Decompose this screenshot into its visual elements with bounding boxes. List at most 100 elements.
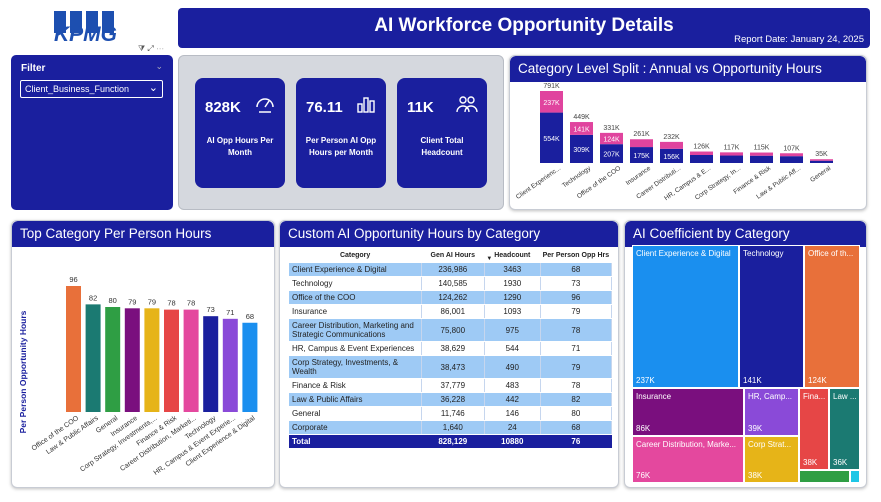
table-row[interactable]: Career Distribution, Marketing and Strat… xyxy=(289,318,613,342)
top-bar[interactable] xyxy=(164,309,179,412)
treemap-tile[interactable]: Career Distribution, Marke... 76K xyxy=(632,436,744,483)
cell-headcount: 1290 xyxy=(484,290,541,305)
split-bar-annual[interactable] xyxy=(660,141,683,149)
tile-label: Corp Strat... xyxy=(748,440,792,449)
top-bar[interactable] xyxy=(203,316,219,412)
top-bar[interactable] xyxy=(222,318,238,412)
split-bar-annual[interactable] xyxy=(600,132,623,145)
cell-category: Career Distribution, Marketing and Strat… xyxy=(289,318,422,342)
split-bar-opportunity[interactable] xyxy=(810,160,833,163)
split-category-label: General xyxy=(809,165,832,184)
kpi-per-person: 76.11 Per Person AI Opp Hours per Month xyxy=(296,78,386,188)
split-bar-opportunity[interactable] xyxy=(690,154,713,163)
table-row[interactable]: Law & Public Affairs 36,228 442 82 xyxy=(289,392,613,407)
top-bar[interactable] xyxy=(144,308,160,412)
split-bar-opportunity[interactable] xyxy=(780,156,803,163)
split-bar-annual[interactable] xyxy=(540,91,563,113)
cell-category: Office of the COO xyxy=(289,290,422,305)
filter-dropdown[interactable]: Client_Business_Function ⌄ xyxy=(20,80,163,98)
split-bar-annual[interactable] xyxy=(780,153,803,157)
report-date: Report Date: January 24, 2025 xyxy=(734,34,864,45)
treemap-tile[interactable]: Law ... 36K xyxy=(829,388,860,470)
top-bar[interactable] xyxy=(66,286,81,412)
top-bar[interactable] xyxy=(242,322,258,412)
split-bar-annual[interactable] xyxy=(720,152,743,156)
kpi-label: AI Opp Hours Per Month xyxy=(206,136,274,157)
top-bar[interactable] xyxy=(105,307,121,412)
tile-value: 76K xyxy=(636,471,651,480)
treemap-tile[interactable]: HR, Camp... 39K xyxy=(744,388,799,436)
table-row[interactable]: Technology 140,585 1930 73 xyxy=(289,276,613,291)
split-total-label: 117K xyxy=(724,144,740,151)
kpi-headcount: 11K Client Total Headcount xyxy=(397,78,487,188)
treemap-tile[interactable] xyxy=(799,470,850,483)
col-headcount[interactable]: Headcount ▼ xyxy=(484,247,540,263)
cell-per-person: 73 xyxy=(540,276,613,291)
cell-headcount: 442 xyxy=(484,392,541,407)
treemap-tile[interactable]: Fina... 38K xyxy=(799,388,829,470)
custom-table-title: Custom AI Opportunity Hours by Category xyxy=(280,221,618,247)
split-bar-opportunity[interactable] xyxy=(600,144,623,163)
header-banner: AI Workforce Opportunity Details Report … xyxy=(178,8,870,48)
visual-icons[interactable]: ⧩ ⤢ ⋯ xyxy=(138,44,164,53)
chevron-down-icon[interactable]: ⌄ xyxy=(155,61,163,71)
cell-per-person: 71 xyxy=(540,341,613,356)
split-bar-annual[interactable] xyxy=(690,151,713,155)
top-bar[interactable] xyxy=(85,304,101,412)
treemap-tile[interactable]: Office of th... 124K xyxy=(804,245,860,388)
top-bar[interactable] xyxy=(183,309,199,412)
split-bar-opportunity[interactable] xyxy=(540,112,563,163)
table-row[interactable]: Client Experience & Digital 236,986 3463 68 xyxy=(289,263,613,277)
split-bar-opportunity[interactable] xyxy=(660,148,683,163)
split-bar-opportunity[interactable] xyxy=(570,134,593,163)
split-bar-annual[interactable] xyxy=(810,159,833,161)
col-category[interactable]: Category xyxy=(339,251,371,259)
cell-gen-ai-hours: 38,629 xyxy=(421,341,485,356)
split-bar-annual[interactable] xyxy=(630,139,653,148)
col-gen-ai-hours[interactable]: Gen AI Hours xyxy=(430,251,476,259)
col-per-person[interactable]: Per Person Opp Hrs xyxy=(542,251,610,259)
cell-headcount: 975 xyxy=(484,318,541,342)
table-row[interactable]: Insurance 86,001 1093 79 xyxy=(289,304,613,319)
tile-value: 237K xyxy=(636,376,655,385)
tile-value: 86K xyxy=(636,424,651,433)
split-bar-opportunity[interactable] xyxy=(630,147,653,163)
split-bar-annual[interactable] xyxy=(570,122,593,135)
kpi-value: 76.11 xyxy=(306,99,343,116)
treemap-tile[interactable]: Technology 141K xyxy=(739,245,804,388)
cell-gen-ai-hours: 124,262 xyxy=(421,290,485,305)
cell-headcount: 544 xyxy=(484,341,541,356)
cell-category: HR, Campus & Event Experiences xyxy=(289,341,422,356)
table-row[interactable]: Office of the COO 124,262 1290 96 xyxy=(289,290,613,305)
cell-category: Law & Public Affairs xyxy=(289,392,422,407)
split-bar-label: 237K xyxy=(543,100,560,107)
treemap-tile[interactable] xyxy=(850,470,860,483)
tile-label: Technology xyxy=(743,249,784,258)
top-bar[interactable] xyxy=(124,308,140,412)
coefficient-panel: AI Coefficient by Category Client Experi… xyxy=(624,220,867,488)
sort-desc-icon[interactable]: ▼ xyxy=(486,256,493,262)
tile-value: 38K xyxy=(803,458,818,467)
treemap-tile[interactable]: Client Experience & Digital 237K xyxy=(632,245,739,388)
treemap-tile[interactable]: Insurance 86K xyxy=(632,388,744,436)
split-total-label: 232K xyxy=(663,134,680,141)
cell-per-person: 80 xyxy=(540,406,613,421)
split-bar-opportunity[interactable] xyxy=(750,155,773,163)
table-row[interactable]: Corp Strategy, Investments, & Wealth 38,4… xyxy=(289,355,613,379)
cell-per-person: 82 xyxy=(540,392,613,407)
table-row[interactable]: Corporate 1,640 24 68 xyxy=(289,420,613,435)
table-row[interactable]: Finance & Risk 37,779 483 78 xyxy=(289,378,613,393)
table-total-row: Total 828,129 10880 76 xyxy=(289,434,612,448)
kpi-label: Client Total Headcount xyxy=(420,136,464,157)
split-bar-annual[interactable] xyxy=(750,152,773,156)
filter-selected-value: Client_Business_Function xyxy=(25,84,130,94)
kpi-value: 828K xyxy=(205,99,241,116)
split-bar-label: 309K xyxy=(573,147,590,154)
table-row[interactable]: General 11,746 146 80 xyxy=(289,406,613,421)
split-bar-opportunity[interactable] xyxy=(720,155,743,163)
treemap-tile[interactable]: Corp Strat... 38K xyxy=(744,436,799,483)
bar-chart-icon xyxy=(357,97,375,113)
table-row[interactable]: HR, Campus & Event Experiences 38,629 544 7… xyxy=(289,341,613,356)
y-axis-label: Per Person Opportunity Hours xyxy=(18,310,28,433)
